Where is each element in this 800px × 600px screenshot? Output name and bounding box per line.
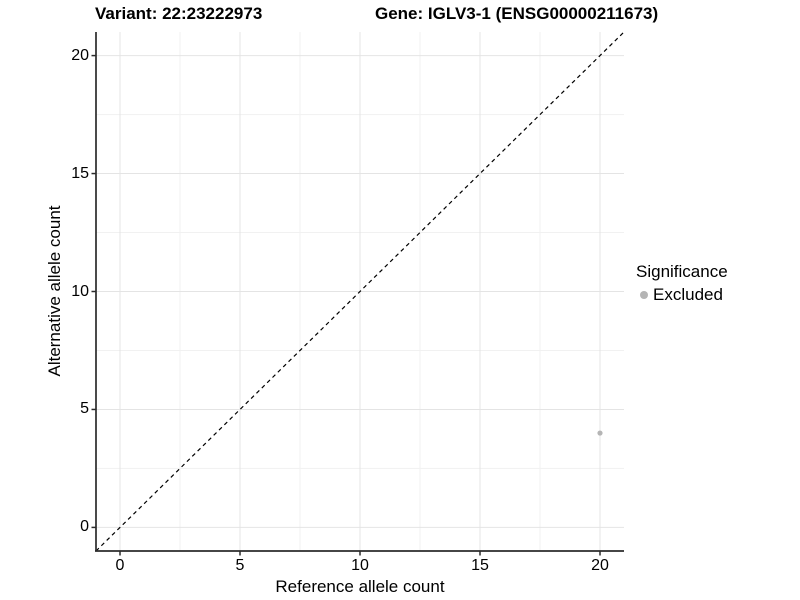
legend-item-excluded: Excluded bbox=[636, 285, 728, 305]
x-tick-label: 20 bbox=[591, 557, 609, 574]
y-tick-label: 5 bbox=[80, 400, 89, 418]
x-tick-label: 5 bbox=[235, 557, 245, 574]
y-tick-label: 15 bbox=[71, 164, 89, 182]
variant-title: Variant: 22:23222973 bbox=[95, 4, 263, 23]
legend: Significance Excluded bbox=[636, 262, 728, 305]
x-tick-label: 0 bbox=[115, 557, 125, 574]
x-tick-label: 15 bbox=[471, 557, 489, 574]
gene-title: Gene: IGLV3-1 (ENSG00000211673) bbox=[375, 4, 659, 23]
legend-item-label: Excluded bbox=[653, 285, 723, 304]
legend-point-icon bbox=[640, 291, 648, 299]
legend-title: Significance bbox=[636, 262, 728, 281]
data-point bbox=[597, 430, 603, 436]
y-axis-title: Alternative allele count bbox=[45, 205, 64, 377]
y-tick-label: 20 bbox=[71, 46, 89, 64]
x-tick-label: 10 bbox=[351, 557, 369, 574]
x-axis-title: Reference allele count bbox=[275, 577, 445, 596]
y-tick-label: 10 bbox=[71, 282, 89, 300]
identity-dashed-line bbox=[95, 31, 625, 552]
y-tick-label: 0 bbox=[80, 518, 89, 536]
